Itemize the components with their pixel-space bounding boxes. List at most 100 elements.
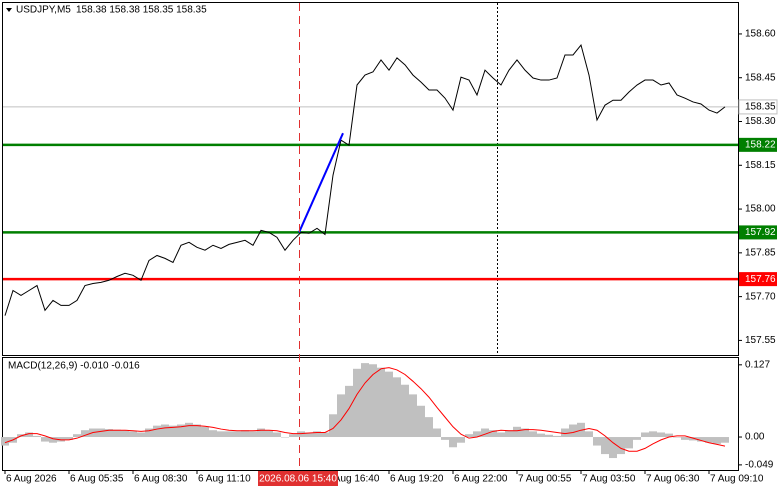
macd-bar [449, 437, 457, 448]
macd-bar [601, 437, 609, 455]
macd-bar [385, 371, 393, 438]
x-tick-label: 7 Aug 03:50 [582, 474, 636, 485]
symbol-menu-icon[interactable] [6, 8, 12, 12]
macd-bar [177, 424, 185, 438]
last-price-box [738, 99, 778, 115]
macd-bar [393, 377, 401, 438]
macd-bar [593, 437, 601, 446]
macd-bar [105, 429, 113, 438]
y-tick-label: 157.55 [745, 335, 776, 346]
x-tick-label: 6 Aug 22:00 [454, 474, 508, 485]
x-tick-label: 7 Aug 09:10 [710, 474, 764, 485]
macd-bar [465, 434, 473, 438]
macd-bar [345, 385, 353, 438]
level-label: 157.92 [745, 227, 776, 238]
macd-bar [137, 432, 145, 438]
macd-bar [57, 437, 65, 442]
macd-bar [625, 437, 633, 449]
macd-bar [217, 431, 225, 438]
macd-bar [657, 432, 665, 438]
y-tick-label: 157.70 [745, 291, 776, 302]
macd-bar [457, 437, 465, 443]
macd-bar [193, 424, 201, 438]
y-tick-label: 158.00 [745, 204, 776, 215]
macd-bar [249, 431, 257, 438]
macd-bar [121, 430, 129, 438]
macd-bar [329, 414, 337, 438]
y-tick-label: 0.00 [745, 432, 765, 443]
cursor-box [258, 471, 338, 486]
macd-bar [225, 431, 233, 438]
macd-bar [377, 367, 385, 438]
level-label: 157.76 [745, 274, 776, 285]
macd-bar [97, 428, 105, 438]
macd-bar [529, 431, 537, 438]
macd-bar [417, 405, 425, 438]
macd-bar [273, 432, 281, 438]
macd-bar [553, 435, 561, 438]
macd-bar [305, 432, 313, 438]
macd-bar [561, 428, 569, 438]
macd-bar [169, 425, 177, 438]
macd-bar [665, 433, 673, 438]
y-tick-label: 158.60 [745, 29, 776, 40]
macd-bar [353, 368, 361, 438]
macd-bar [505, 430, 513, 438]
macd-bar [209, 430, 217, 438]
cursor-label: 2026.08.06 15:40 [259, 474, 337, 485]
macd-bar [537, 433, 545, 438]
macd-bar [257, 428, 265, 438]
macd-bar [321, 432, 329, 438]
macd-bar [649, 431, 657, 438]
y-tick-label: -0.049 [745, 460, 774, 471]
y-tick-label: 157.85 [745, 247, 776, 258]
macd-bar [241, 430, 249, 438]
macd-bar [41, 437, 49, 442]
macd-bar [521, 428, 529, 438]
macd-bar [569, 424, 577, 438]
macd-bar [673, 437, 681, 438]
x-tick-label: 6 Aug 19:20 [390, 474, 444, 485]
macd-bar [185, 422, 193, 438]
macd-panel [2, 357, 739, 471]
x-tick-label: 6 Aug 2026 [6, 474, 57, 485]
macd-bar [633, 437, 641, 440]
macd-bar [369, 364, 377, 438]
last-price-label: 158.35 [745, 102, 776, 113]
y-tick-label: 0.127 [745, 359, 770, 370]
macd-bar [705, 437, 713, 443]
macd-bar [697, 437, 705, 442]
trend-line [298, 132, 344, 233]
macd-bar [81, 430, 89, 438]
macd-bar [265, 430, 273, 438]
macd-bar [337, 394, 345, 438]
level-label: 158.22 [745, 139, 776, 150]
macd-bar [297, 431, 305, 438]
macd-bar [641, 432, 649, 438]
price-line [4, 43, 726, 316]
x-tick-label: 6 Aug 11:10 [198, 474, 251, 485]
macd-bar [25, 432, 33, 438]
macd-bar [721, 437, 729, 443]
macd-bar [409, 394, 417, 438]
y-tick-label: 158.45 [745, 72, 776, 83]
macd-title: MACD(12,26,9) -0.010 -0.016 [8, 361, 140, 372]
macd-bar [233, 431, 241, 438]
macd-bar [713, 437, 721, 444]
macd-bar [609, 437, 617, 459]
macd-bar [145, 428, 153, 438]
macd-bar [489, 430, 497, 438]
macd-bar [129, 431, 137, 438]
macd-bar [545, 434, 553, 438]
macd-bar [313, 431, 321, 438]
macd-bar [689, 437, 697, 441]
macd-bar [497, 432, 505, 438]
macd-bar [289, 434, 297, 438]
ohlc: 158.38 158.38 158.35 158.35 [76, 5, 207, 16]
macd-bar [73, 434, 81, 438]
macd-bar [585, 431, 593, 438]
macd-bar [473, 431, 481, 438]
x-tick-label: 6 Aug 08:30 [134, 474, 188, 485]
x-tick-label: 7 Aug 06:30 [646, 474, 700, 485]
x-tick-label: 7 Aug 00:55 [518, 474, 572, 485]
